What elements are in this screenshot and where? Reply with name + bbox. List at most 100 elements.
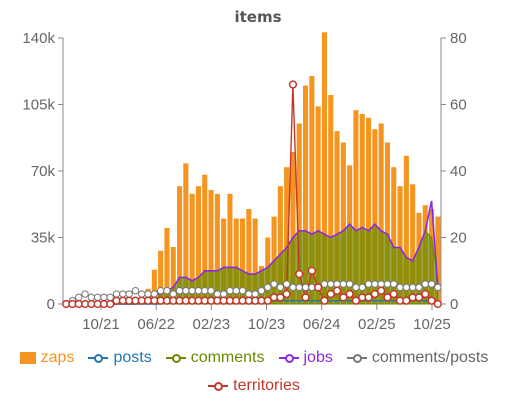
zaps-bar: [334, 131, 340, 304]
comments-posts-point: [188, 287, 196, 295]
zaps-bar: [183, 163, 189, 304]
zaps-bar: [403, 155, 409, 304]
territories-point: [364, 293, 373, 302]
territories-point: [402, 296, 411, 305]
x-tick-label: 02/25: [358, 316, 396, 333]
legend-label-jobs: jobs: [303, 349, 333, 366]
zaps-bar: [378, 123, 384, 304]
legend-swatch-posts: [88, 352, 109, 364]
comments-posts-point: [371, 280, 379, 288]
territories-point: [377, 286, 386, 295]
comments-posts-point: [144, 290, 152, 298]
y-left-tick-label: 35k: [31, 230, 56, 247]
zaps-bar: [410, 184, 416, 304]
zaps-bar: [189, 193, 195, 304]
zaps-bar: [340, 142, 346, 304]
legend-item-territories[interactable]: territories: [208, 377, 300, 395]
comments-posts-point: [156, 287, 165, 295]
comments-posts-point: [119, 290, 127, 298]
comments-posts-point: [415, 283, 423, 292]
comments-posts-point: [150, 290, 159, 298]
comments-posts-point: [226, 287, 234, 295]
comments-posts-point: [295, 283, 303, 292]
comments-posts-point: [219, 290, 228, 298]
comments-posts-point: [106, 293, 114, 302]
legend-item-comments[interactable]: comments: [165, 349, 265, 367]
territories-point: [370, 289, 380, 299]
comments-posts-point: [138, 290, 146, 298]
y-right-tick-label: 20: [450, 230, 467, 247]
territories-point: [295, 269, 304, 279]
comments-posts-point: [245, 290, 253, 298]
zaps-bar: [221, 218, 227, 304]
zaps-bar: [240, 218, 246, 304]
territories-point: [427, 296, 436, 305]
x-tick-label: 10/21: [82, 316, 120, 333]
comments-posts-point: [390, 280, 398, 288]
comments-posts-point: [257, 287, 266, 295]
zaps-bar: [328, 95, 334, 304]
territories-point: [383, 293, 392, 302]
x-tick-label: 02/23: [193, 316, 231, 333]
legend-item-zaps[interactable]: zaps: [19, 349, 74, 367]
legend-swatch-comments-posts: [346, 352, 367, 364]
zaps-bar: [372, 129, 378, 304]
legend-item-jobs[interactable]: jobs: [278, 349, 333, 367]
y-right-tick-label: 60: [450, 97, 467, 114]
comments-posts-point: [282, 280, 291, 288]
zaps-bar: [158, 250, 164, 304]
comments-posts-point: [358, 283, 366, 292]
zaps-bar: [246, 209, 252, 304]
comments-posts-point: [125, 290, 133, 298]
comments-posts-point: [270, 280, 278, 288]
comments-posts-point: [427, 280, 436, 288]
comments-posts-point: [396, 283, 404, 292]
comments-posts-point: [213, 290, 222, 298]
legend-label-territories: territories: [233, 377, 300, 394]
x-tick-label: 10/23: [248, 316, 286, 333]
territories-point: [421, 289, 430, 299]
territories-point: [389, 289, 398, 299]
legend-item-posts[interactable]: posts: [88, 349, 152, 367]
comments-posts-point: [333, 280, 341, 288]
comments-posts-point: [232, 287, 240, 295]
zaps-bar: [214, 193, 220, 304]
territories-point: [106, 299, 115, 309]
comments-posts-point: [100, 293, 108, 302]
territories-point: [263, 296, 272, 305]
territories-point: [326, 289, 335, 299]
comments-posts-point: [163, 287, 171, 295]
comments-posts-point: [408, 283, 417, 292]
x-tick-label: 06/24: [303, 316, 341, 333]
y-right-tick-label: 80: [450, 30, 467, 47]
zaps-bar: [164, 228, 170, 304]
y-left-tick-label: 105k: [22, 97, 55, 114]
legend-item-comments-posts[interactable]: comments/posts: [346, 349, 489, 367]
x-tick-label: 06/22: [137, 316, 175, 333]
zaps-bar: [208, 190, 214, 304]
territories-point: [320, 296, 329, 305]
zaps-bar: [151, 269, 157, 304]
zaps-bar: [170, 247, 176, 304]
zaps-bar: [195, 186, 201, 304]
y-right-tick-label: 40: [450, 163, 467, 180]
territories-point: [282, 289, 291, 299]
comments-posts-point: [169, 290, 177, 298]
chart-title: items: [234, 8, 281, 26]
comments-posts-point: [434, 283, 442, 292]
comments-posts-point: [81, 290, 89, 298]
zaps-bar: [391, 167, 397, 304]
comments-posts-point: [383, 280, 392, 288]
zaps-bar: [233, 218, 239, 304]
comments-posts-point: [264, 283, 272, 292]
legend-swatch-zaps: [19, 352, 36, 364]
comments-posts-point: [112, 290, 121, 298]
x-tick-label: 10/25: [413, 316, 451, 333]
comments-posts-point: [352, 283, 360, 292]
comments-posts-point: [276, 283, 285, 292]
comments-posts-point: [75, 293, 83, 302]
zaps-bar: [177, 186, 183, 304]
chart-svg: items 0 35k 70k 105k 140k 0 20 40 60 80 10/21 06/22…: [22, 8, 467, 333]
comments-posts-point: [339, 280, 348, 288]
legend-label-comments-posts: comments/posts: [371, 349, 489, 366]
